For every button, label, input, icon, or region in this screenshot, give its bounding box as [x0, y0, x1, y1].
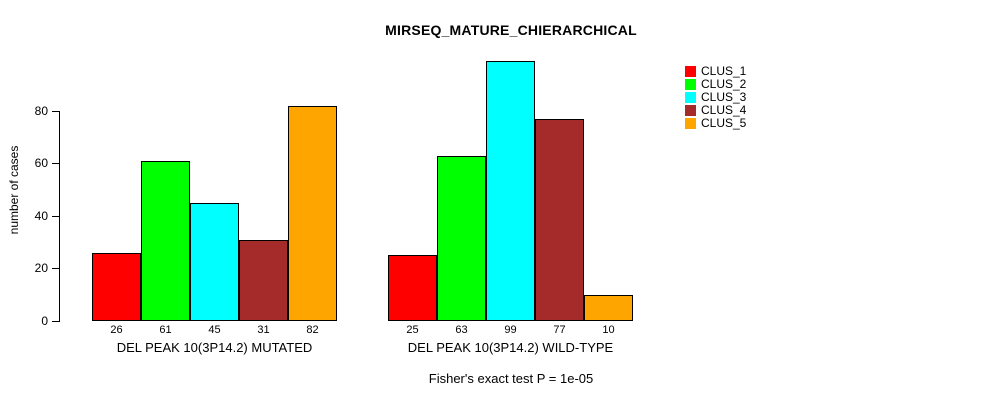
bar-CLUS_2 — [141, 161, 190, 321]
legend-label-CLUS_1: CLUS_1 — [701, 64, 747, 78]
y-axis-tick-label: 40 — [34, 209, 48, 223]
legend-label-CLUS_3: CLUS_3 — [701, 90, 747, 104]
legend-swatch-CLUS_4 — [685, 105, 696, 116]
legend-swatch-CLUS_3 — [685, 92, 696, 103]
y-axis-tick-label: 80 — [34, 104, 48, 118]
x-axis-group-label: DEL PEAK 10(3P14.2) MUTATED — [116, 340, 313, 355]
legend-label-CLUS_4: CLUS_4 — [701, 103, 747, 117]
bar-CLUS_1 — [388, 255, 437, 321]
bar-value-label: 63 — [455, 324, 468, 336]
bar-CLUS_2 — [437, 156, 486, 321]
bar-value-label: 82 — [306, 324, 319, 336]
bar-CLUS_5 — [584, 295, 633, 321]
y-axis-tick-label: 60 — [34, 156, 48, 170]
bar-value-label: 45 — [208, 324, 221, 336]
bar-CLUS_4 — [535, 119, 584, 321]
y-axis-tick — [52, 163, 59, 164]
y-axis-tick — [52, 268, 59, 269]
legend-swatch-CLUS_5 — [685, 118, 696, 129]
y-axis-tick-label: 0 — [41, 314, 48, 328]
bar-value-label: 99 — [504, 324, 517, 336]
bar-value-label: 25 — [406, 324, 419, 336]
chart-title: MIRSEQ_MATURE_CHIERARCHICAL — [385, 22, 637, 38]
bar-CLUS_1 — [92, 253, 141, 321]
bar-CLUS_3 — [486, 61, 535, 321]
bar-CLUS_5 — [288, 106, 337, 321]
bar-value-label: 26 — [110, 324, 123, 336]
y-axis-line — [59, 111, 60, 322]
bar-CLUS_3 — [190, 203, 239, 321]
y-axis-tick-label: 20 — [34, 261, 48, 275]
y-axis-tick — [52, 111, 59, 112]
bar-value-label: 61 — [159, 324, 172, 336]
x-axis-group-label: DEL PEAK 10(3P14.2) WILD-TYPE — [407, 340, 614, 355]
bar-CLUS_4 — [239, 240, 288, 321]
y-axis-label: number of cases — [7, 145, 21, 235]
legend-swatch-CLUS_1 — [685, 66, 696, 77]
y-axis-tick — [52, 321, 59, 322]
bar-value-label: 77 — [553, 324, 566, 336]
legend-swatch-CLUS_2 — [685, 79, 696, 90]
y-axis-tick — [52, 216, 59, 217]
legend-label-CLUS_2: CLUS_2 — [701, 77, 747, 91]
bar-value-label: 10 — [602, 324, 615, 336]
fisher-test-annotation: Fisher's exact test P = 1e-05 — [428, 371, 594, 386]
legend-label-CLUS_5: CLUS_5 — [701, 116, 747, 130]
bar-value-label: 31 — [257, 324, 270, 336]
